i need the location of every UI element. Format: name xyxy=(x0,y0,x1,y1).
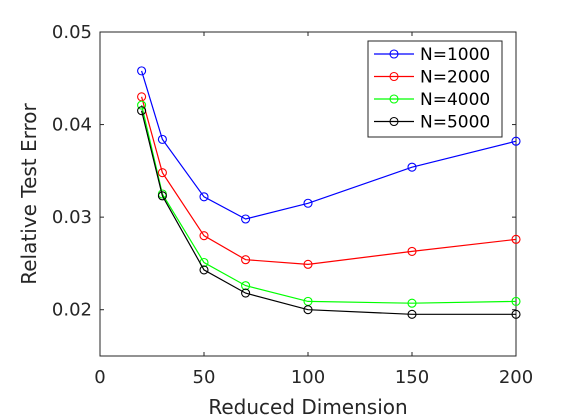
data-point xyxy=(303,305,313,315)
data-point xyxy=(157,168,167,178)
data-point xyxy=(137,106,147,116)
series-n-2000 xyxy=(137,92,521,269)
y-axis-label: Relative Test Error xyxy=(17,102,41,284)
x-tick-label: 150 xyxy=(395,367,429,388)
data-point xyxy=(199,265,209,275)
data-point xyxy=(157,191,167,201)
data-point xyxy=(199,231,209,241)
data-point xyxy=(511,296,521,306)
data-point xyxy=(407,298,417,308)
legend-swatch-marker xyxy=(389,116,399,127)
data-point xyxy=(303,259,313,269)
legend-label: N=1000 xyxy=(420,45,490,65)
x-tick-label: 50 xyxy=(193,367,216,388)
data-point xyxy=(511,309,521,319)
x-tick-label: 200 xyxy=(499,367,533,388)
data-point xyxy=(157,134,167,144)
series-line xyxy=(141,96,517,266)
x-tick-label: 100 xyxy=(291,367,325,388)
legend-label: N=4000 xyxy=(420,90,490,110)
legend-swatch-marker xyxy=(389,94,399,104)
y-tick-label: 0.05 xyxy=(52,22,92,43)
series-line xyxy=(141,70,517,220)
data-point xyxy=(241,255,251,265)
data-point xyxy=(511,234,521,244)
legend-swatch-marker xyxy=(389,49,399,59)
x-axis-label: Reduced Dimension xyxy=(208,395,407,419)
data-point xyxy=(407,309,417,319)
axes: 0 50 100 150 200 0.02 0.03 0.04 0.05 xyxy=(52,22,533,388)
data-point xyxy=(199,192,209,202)
series-line xyxy=(141,110,516,315)
legend-label: N=5000 xyxy=(420,113,490,133)
data-point xyxy=(407,162,417,172)
data-point xyxy=(137,100,147,110)
legend-label: N=2000 xyxy=(420,68,490,88)
data-point xyxy=(137,66,147,76)
y-tick-label: 0.03 xyxy=(52,207,92,228)
data-point xyxy=(241,281,251,291)
series-n-1000 xyxy=(137,66,521,224)
y-tick-label: 0.02 xyxy=(52,300,92,321)
legend-swatch-marker xyxy=(389,71,399,82)
series-n-5000 xyxy=(137,106,521,319)
data-point xyxy=(241,288,251,298)
series-layer xyxy=(137,66,521,319)
data-point xyxy=(407,246,417,256)
data-point xyxy=(303,198,313,208)
x-tick-label: 0 xyxy=(94,367,105,388)
y-tick-label: 0.04 xyxy=(52,115,92,136)
data-point xyxy=(511,136,521,146)
data-point xyxy=(241,214,251,224)
